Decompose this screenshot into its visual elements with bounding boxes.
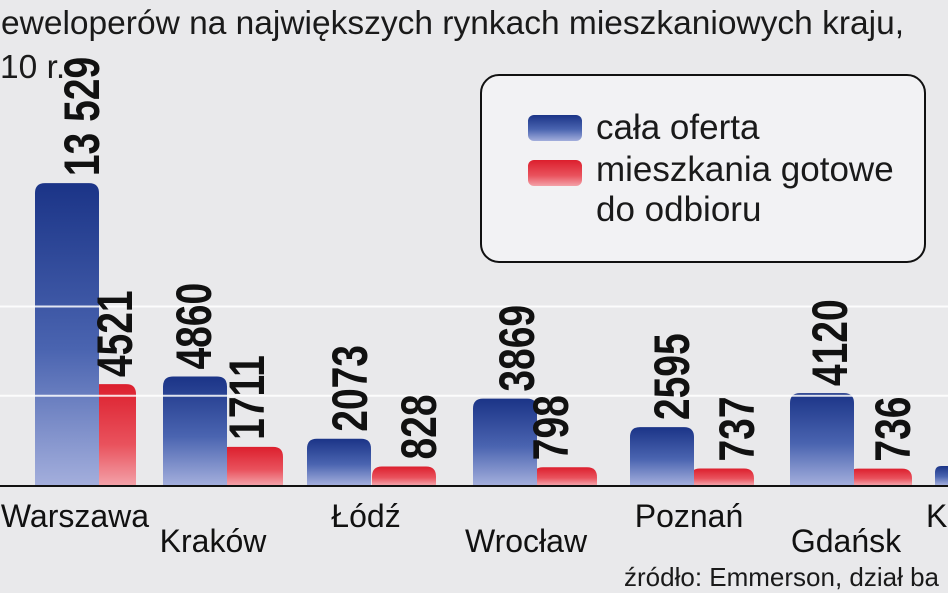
- category-label-wroclaw: Wrocław: [465, 523, 588, 559]
- legend-box: [480, 74, 926, 263]
- bar-wroclaw-cala-oferta: [473, 398, 537, 485]
- category-labels: Warszawa Kraków Łódź Wrocław Poznań Gdańsk K: [1, 498, 947, 559]
- chart-title-line-1: eweloperów na największych rynkach miesz…: [1, 5, 904, 42]
- bar-krakow-cala-oferta: [163, 376, 227, 485]
- bar-lodz-mieszkania-gotowe: [372, 466, 436, 485]
- legend: cała oferta mieszkania gotowe do odbioru: [480, 74, 926, 263]
- bar-poznan-mieszkania-gotowe: [690, 468, 754, 485]
- legend-swatch-mieszkania-gotowe: [528, 160, 582, 186]
- category-label-poznan: Poznań: [635, 498, 744, 534]
- value-label-poznan-cala-oferta: 2595: [643, 333, 700, 420]
- value-label-wroclaw-mieszkania-gotowe: 798: [522, 395, 579, 460]
- bar-poznan-cala-oferta: [630, 427, 694, 485]
- value-label-gdansk-cala-oferta: 4120: [801, 299, 858, 386]
- category-label-gdansk: Gdańsk: [791, 523, 902, 559]
- bar-gdansk-mieszkania-gotowe: [848, 468, 912, 485]
- category-label-warszawa: Warszawa: [1, 498, 149, 534]
- source-note: źródło: Emmerson, dział ba: [624, 562, 940, 592]
- legend-swatch-cala-oferta: [528, 115, 582, 141]
- value-label-wroclaw-cala-oferta: 3869: [488, 305, 545, 392]
- value-label-lodz-mieszkania-gotowe: 828: [390, 394, 447, 459]
- value-label-warszawa-mieszkania-gotowe: 4521: [86, 290, 143, 377]
- value-label-krakow-mieszkania-gotowe: 1711: [218, 355, 275, 440]
- gridlines: [0, 305, 948, 397]
- bar-gdansk-cala-oferta: [790, 393, 854, 485]
- bar-wroclaw-mieszkania-gotowe: [533, 467, 597, 485]
- bar-warszawa-cala-oferta: [35, 183, 99, 485]
- bars-cala-oferta: [35, 183, 948, 485]
- value-label-warszawa-cala-oferta: 13 529: [53, 57, 110, 176]
- category-label-k: K: [926, 498, 947, 534]
- chart-title-line-2: 10 r.: [0, 49, 65, 86]
- value-labels: 13 529 4860 2073 3869 2595 4120 4521 1711 828 798…: [53, 57, 921, 462]
- category-label-lodz: Łódź: [331, 498, 400, 534]
- bar-lodz-cala-oferta: [307, 438, 371, 485]
- value-label-lodz-cala-oferta: 2073: [321, 345, 378, 432]
- category-label-krakow: Kraków: [160, 523, 268, 559]
- legend-label-cala-oferta: cała oferta: [596, 108, 760, 147]
- bar-k-cala-oferta: [935, 466, 948, 485]
- bar-krakow-mieszkania-gotowe: [219, 446, 283, 485]
- legend-label-mieszkania-gotowe-line-2: do odbioru: [596, 190, 761, 229]
- value-label-krakow-cala-oferta: 4860: [165, 283, 222, 370]
- legend-label-mieszkania-gotowe-line-1: mieszkania gotowe: [596, 150, 894, 189]
- value-label-poznan-mieszkania-gotowe: 737: [708, 396, 765, 461]
- value-label-gdansk-mieszkania-gotowe: 736: [864, 397, 921, 462]
